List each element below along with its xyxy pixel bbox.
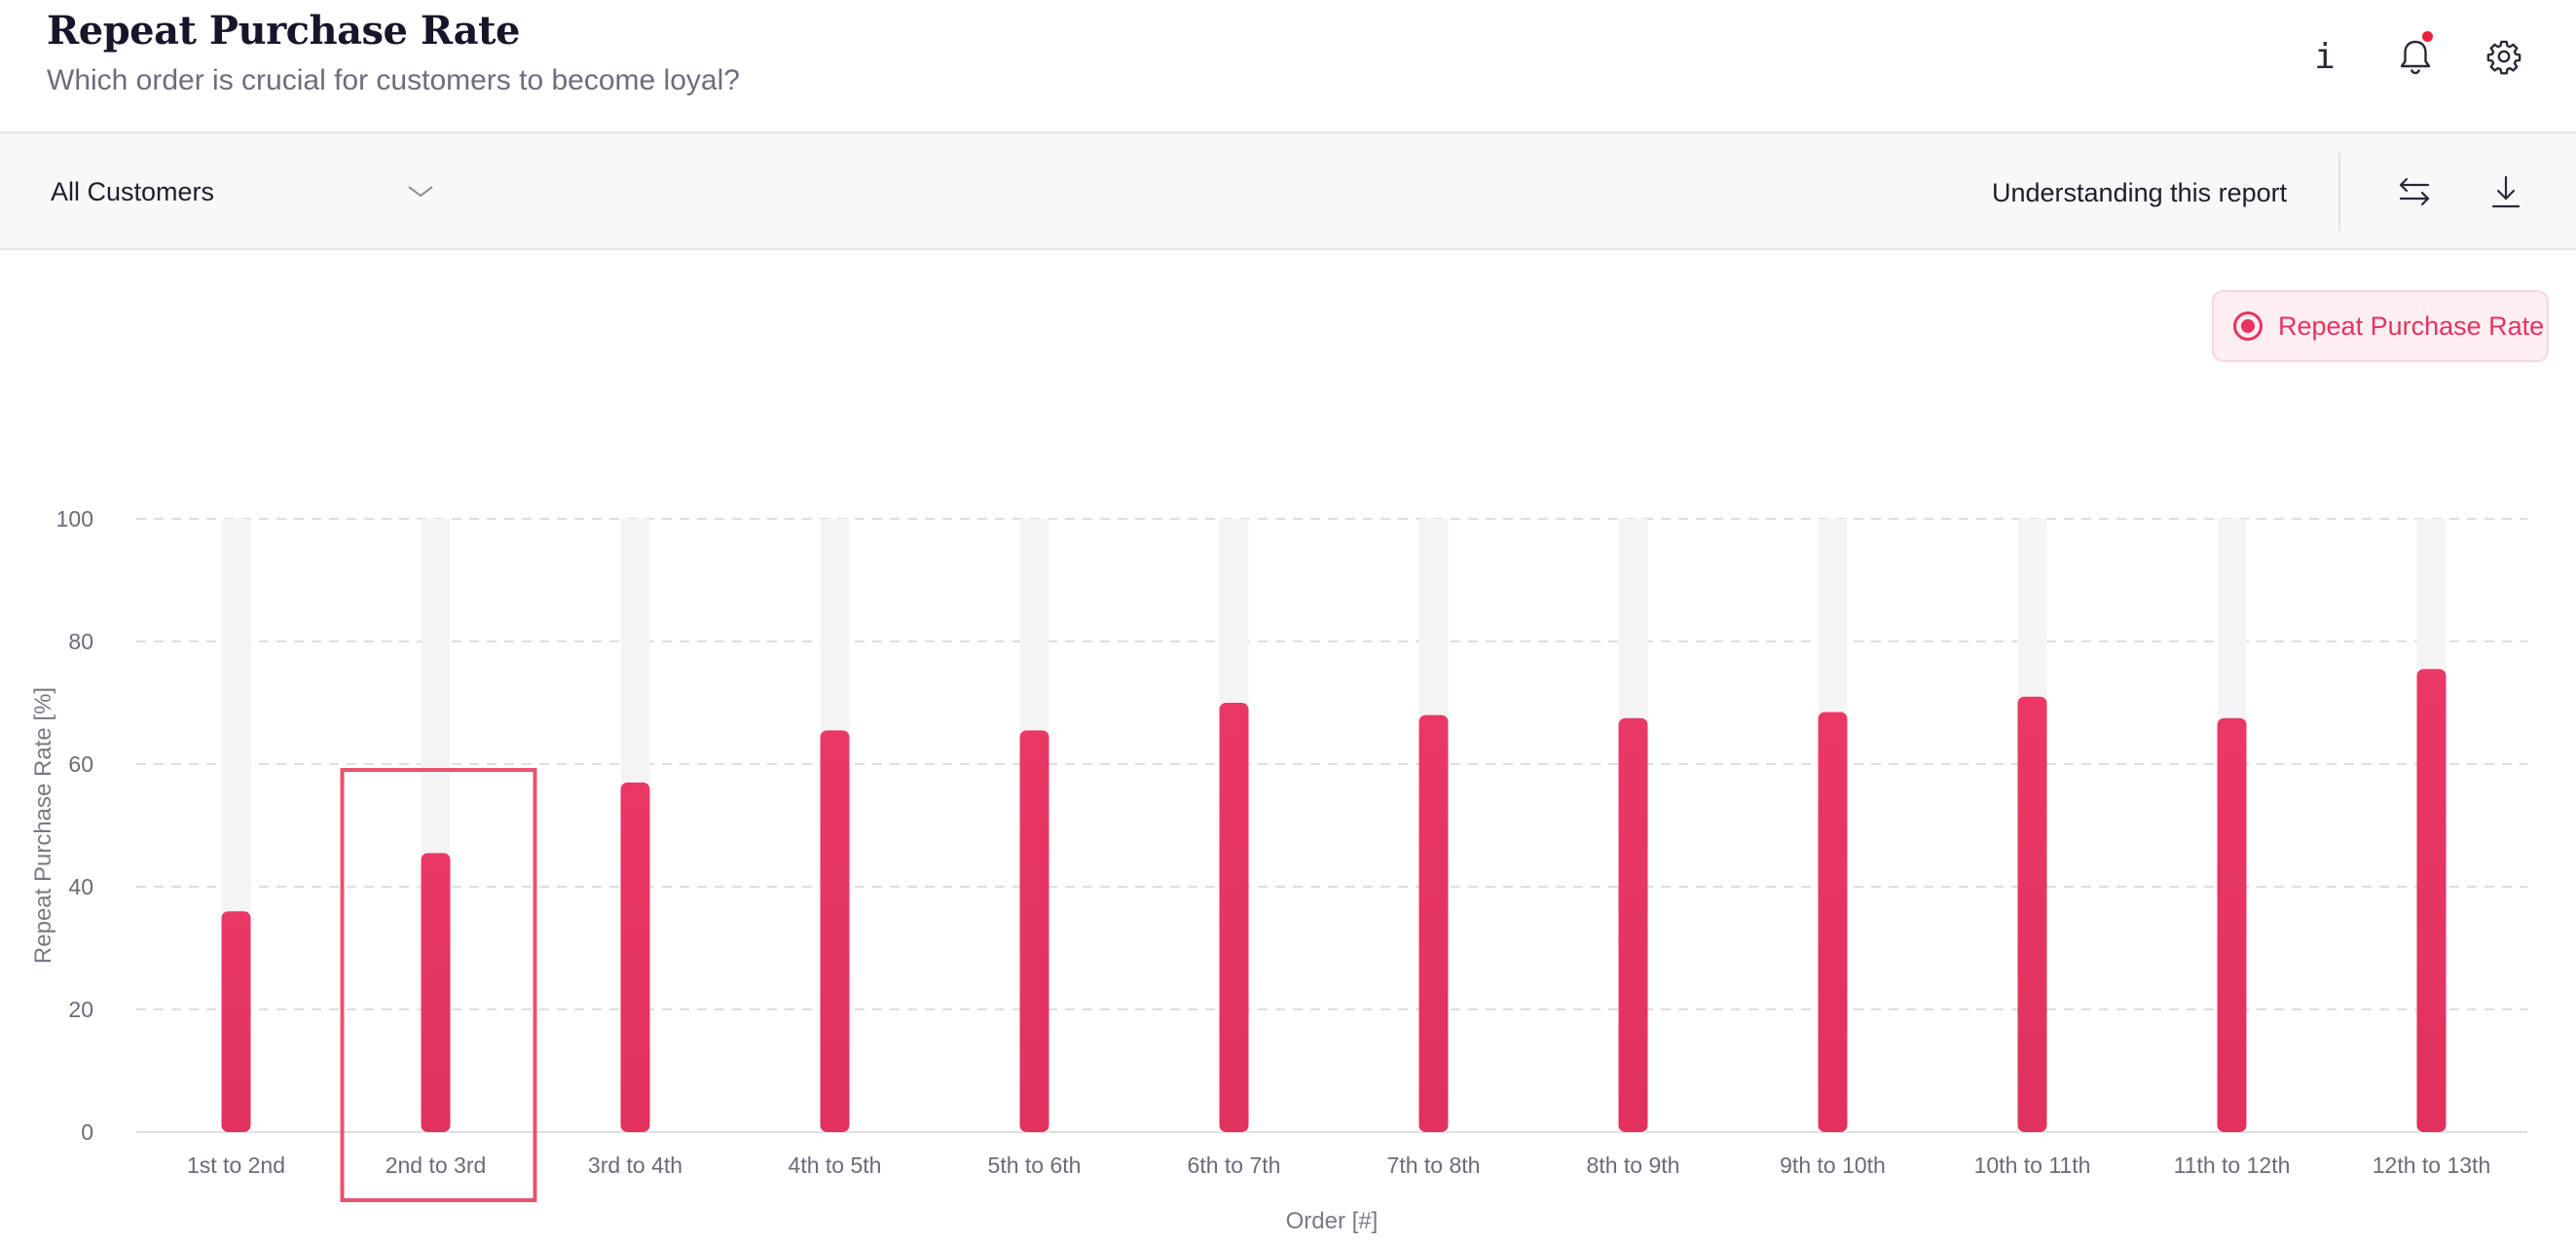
x-tick-label: 8th to 9th xyxy=(1587,1153,1680,1178)
x-tick-label: 3rd to 4th xyxy=(588,1153,682,1178)
y-axis-ticks: 0 20 40 60 80 100 xyxy=(56,506,93,1145)
x-tick-label: 10th to 11th xyxy=(1974,1153,2091,1178)
toolbar-divider xyxy=(2338,153,2340,231)
bar-2nd-to-3rd[interactable] xyxy=(421,853,451,1132)
bar-9th-to-10th[interactable] xyxy=(1818,712,1848,1132)
highlighted-category-box[interactable] xyxy=(340,768,537,1202)
bar-3rd-to-4th[interactable] xyxy=(620,782,650,1132)
y-tick-label: 100 xyxy=(56,506,93,531)
swap-icon[interactable] xyxy=(2387,165,2442,219)
bar-11th-to-12th[interactable] xyxy=(2217,717,2247,1132)
bar-1st-to-2nd[interactable] xyxy=(221,911,251,1132)
toolbar: All Customers Understanding this report xyxy=(0,133,2576,250)
chevron-down-icon xyxy=(401,172,440,218)
x-tick-label: 11th to 12th xyxy=(2174,1153,2291,1178)
download-icon[interactable] xyxy=(2479,165,2533,219)
customer-segment-value: All Customers xyxy=(51,176,215,206)
chart-bars xyxy=(221,519,2447,1132)
x-axis-ticks: 1st to 2nd 2nd to 3rd 3rd to 4th 4th to 5th… xyxy=(187,1153,2490,1178)
legend-label: Repeat Purchase Rate xyxy=(2278,311,2545,341)
y-tick-label: 60 xyxy=(68,751,93,777)
bell-icon[interactable] xyxy=(2388,29,2443,84)
page-subtitle: Which order is crucial for customers to … xyxy=(47,64,740,96)
x-tick-label: 4th to 5th xyxy=(789,1153,882,1178)
x-tick-label: 7th to 8th xyxy=(1387,1153,1481,1178)
customer-segment-select[interactable]: All Customers xyxy=(27,161,446,223)
info-icon[interactable]: i xyxy=(2314,36,2336,77)
x-tick-label: 1st to 2nd xyxy=(187,1153,285,1178)
bar-4th-to-5th[interactable] xyxy=(820,730,850,1132)
x-tick-label: 9th to 10th xyxy=(1780,1153,1886,1178)
y-tick-label: 0 xyxy=(81,1119,93,1145)
notification-dot xyxy=(2422,31,2433,42)
x-tick-label: 6th to 7th xyxy=(1188,1153,1281,1178)
gear-icon[interactable] xyxy=(2477,29,2531,84)
understanding-report-button[interactable]: Understanding this report xyxy=(1992,177,2288,207)
bar-7th-to-8th[interactable] xyxy=(1418,714,1449,1132)
legend-marker-icon xyxy=(2233,311,2263,341)
x-tick-label: 5th to 6th xyxy=(988,1153,1082,1178)
bar-6th-to-7th[interactable] xyxy=(1219,703,1249,1132)
legend-repeat-purchase-rate[interactable]: Repeat Purchase Rate xyxy=(2212,290,2549,362)
page-title: Repeat Purchase Rate xyxy=(47,8,520,54)
y-tick-label: 40 xyxy=(68,874,93,899)
chart-gridlines xyxy=(136,518,2527,1133)
y-tick-label: 80 xyxy=(68,629,93,654)
bar-12th-to-13th[interactable] xyxy=(2416,669,2447,1132)
page-header: Repeat Purchase Rate Which order is cruc… xyxy=(0,0,2576,133)
x-tick-label: 2nd to 3rd xyxy=(386,1153,487,1178)
bar-10th-to-11th[interactable] xyxy=(2017,696,2047,1132)
repeat-purchase-rate-chart: 0 20 40 60 80 100 1st to 2nd 2nd to 3rd 3rd to … xyxy=(30,506,2527,1234)
bar-8th-to-9th[interactable] xyxy=(1618,717,1648,1132)
y-axis-title: Repeat Purchase Rate [%] xyxy=(30,687,56,964)
x-tick-label: 12th to 13th xyxy=(2373,1153,2491,1178)
y-tick-label: 20 xyxy=(68,997,93,1022)
bar-5th-to-6th[interactable] xyxy=(1019,730,1049,1132)
x-axis-title: Order [#] xyxy=(1286,1208,1379,1234)
